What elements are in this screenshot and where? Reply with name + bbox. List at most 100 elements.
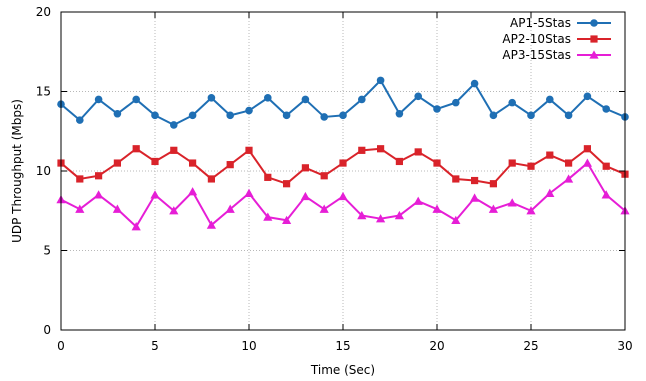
data-point [432, 204, 442, 213]
x-tick-label: 5 [151, 339, 159, 353]
data-point [264, 94, 272, 102]
data-point [358, 95, 366, 104]
data-point [489, 180, 497, 188]
series-3 [56, 158, 630, 231]
data-point [527, 162, 535, 170]
x-tick-label: 10 [241, 339, 256, 353]
data-point [319, 204, 329, 213]
data-point [546, 151, 554, 159]
series-1 [57, 76, 629, 129]
data-point [470, 193, 480, 202]
data-point [150, 190, 160, 199]
legend-label: AP2-10Stas [502, 32, 571, 46]
data-point [527, 111, 535, 120]
data-point [207, 94, 216, 102]
data-point [564, 111, 573, 120]
data-point [357, 210, 367, 220]
legend-label: AP1-5Stas [510, 16, 571, 30]
x-tick-label: 0 [57, 339, 65, 353]
data-point [264, 173, 272, 181]
y-tick-label: 15 [36, 85, 51, 99]
data-point [301, 95, 310, 104]
data-point [320, 172, 328, 180]
tick-layer: 0 5 10 15 20 25 30 0 5 10 15 20 [36, 5, 633, 353]
data-point [526, 206, 536, 215]
legend: AP1-5Stas AP2-10Stas AP3-15Stas [502, 16, 611, 62]
data-point [245, 106, 253, 115]
data-point [414, 148, 422, 156]
data-point [451, 215, 461, 224]
data-point [395, 157, 403, 166]
data-point [452, 98, 460, 107]
data-point [94, 190, 104, 199]
data-point [132, 145, 140, 153]
data-point [508, 98, 516, 107]
y-tick-label: 0 [43, 323, 51, 337]
y-tick-label: 5 [43, 244, 51, 258]
data-point [283, 180, 291, 188]
data-point [169, 206, 179, 215]
data-point [151, 157, 159, 166]
data-point [358, 146, 366, 154]
data-point [189, 159, 197, 167]
data-point [377, 145, 385, 153]
data-point [489, 111, 498, 120]
data-point [395, 109, 404, 118]
data-point [565, 159, 573, 167]
data-point [113, 159, 121, 167]
data-point [413, 196, 423, 205]
data-point [226, 161, 234, 169]
y-tick-label: 20 [36, 5, 51, 19]
x-tick-label: 15 [335, 339, 350, 353]
data-point [301, 164, 309, 172]
legend-item: AP3-15Stas [502, 48, 611, 62]
data-point [244, 188, 254, 197]
data-point [452, 175, 460, 183]
grid [61, 12, 625, 330]
data-point [602, 162, 610, 170]
data-point [131, 222, 141, 231]
data-point [263, 212, 273, 221]
data-point [545, 188, 555, 197]
data-point [394, 210, 404, 220]
y-tick-label: 10 [36, 164, 51, 178]
data-point [471, 176, 479, 185]
data-point [546, 95, 554, 104]
data-point [76, 116, 84, 124]
legend-label: AP3-15Stas [502, 48, 571, 62]
legend-marker [589, 50, 599, 59]
x-axis-title: Time (Sec) [310, 363, 375, 377]
data-point [470, 79, 479, 88]
data-point [76, 175, 84, 183]
data-point [414, 92, 423, 101]
data-point [300, 191, 310, 201]
data-point [75, 204, 85, 213]
data-point [188, 187, 198, 196]
x-tick-label: 30 [617, 339, 632, 353]
data-point [94, 95, 103, 104]
legend-item: AP2-10Stas [502, 32, 611, 46]
data-point [433, 159, 441, 167]
data-point [320, 113, 329, 121]
data-point [564, 174, 574, 183]
x-tick-label: 20 [429, 339, 444, 353]
data-point [170, 121, 178, 129]
data-point [113, 109, 122, 118]
data-point [582, 158, 592, 167]
data-point [206, 220, 216, 229]
data-point [339, 159, 347, 167]
data-point [376, 76, 385, 85]
data-point [601, 190, 611, 199]
data-point [508, 159, 516, 167]
series-layer [56, 76, 630, 231]
data-point [433, 105, 441, 113]
data-point [488, 204, 498, 213]
legend-item: AP1-5Stas [510, 16, 611, 30]
data-point [339, 111, 347, 120]
data-point [132, 95, 140, 104]
x-tick-label: 25 [523, 339, 538, 353]
series-2 [57, 145, 629, 188]
data-point [112, 204, 122, 213]
data-point [245, 146, 253, 154]
